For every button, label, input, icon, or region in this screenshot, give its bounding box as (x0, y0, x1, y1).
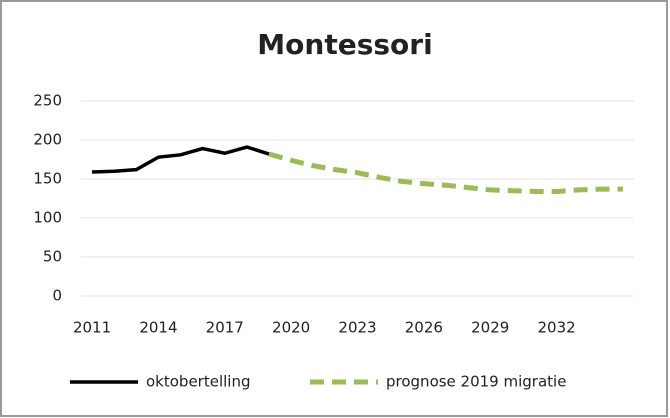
chart-title: Montessori (257, 28, 432, 61)
y-tick-label: 150 (33, 170, 62, 188)
x-tick-label: 2011 (73, 319, 111, 337)
series-line (268, 151, 623, 194)
series-line (91, 145, 270, 174)
y-tick-label: 0 (52, 287, 62, 305)
legend-label: prognose 2019 migratie (386, 373, 566, 391)
legend-label: oktobertelling (146, 373, 250, 391)
x-tick-label: 2020 (272, 319, 310, 337)
x-tick-label: 2023 (338, 319, 376, 337)
y-tick-label: 200 (33, 131, 62, 149)
y-tick-label: 50 (43, 248, 62, 266)
x-tick-label: 2032 (537, 319, 575, 337)
x-tick-label: 2017 (206, 319, 244, 337)
x-tick-label: 2029 (471, 319, 509, 337)
y-tick-label: 250 (33, 92, 62, 110)
x-tick-label: 2014 (139, 319, 177, 337)
y-tick-label: 100 (33, 209, 62, 227)
x-tick-label: 2026 (405, 319, 443, 337)
